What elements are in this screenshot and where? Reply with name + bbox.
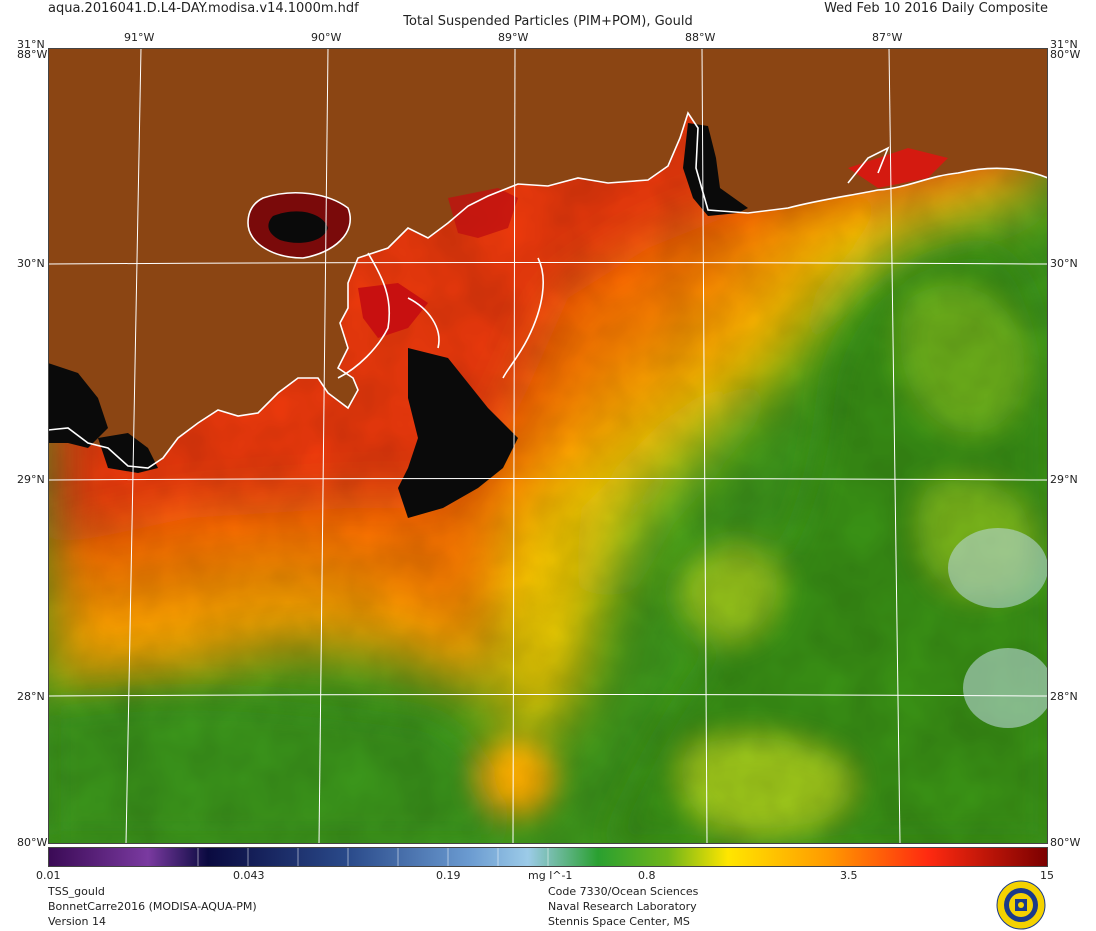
corner-lat-label: 31°N — [1050, 38, 1078, 51]
file-name: aqua.2016041.D.L4-DAY.modisa.v14.1000m.h… — [48, 1, 359, 16]
product-name: TSS_gould — [48, 885, 105, 898]
land — [48, 48, 1048, 468]
product-title: Total Suspended Particles (PIM+POM), Gou… — [403, 14, 693, 29]
version-label: Version 14 — [48, 915, 106, 928]
tss-map — [48, 48, 1048, 844]
graticule — [48, 48, 1048, 844]
colorbar-tick: 0.01 — [36, 869, 61, 882]
date-label: Wed Feb 10 2016 Daily Composite — [824, 1, 1048, 16]
lon-label: 88°W — [685, 31, 716, 44]
corner-lon-label: 80°W — [1050, 836, 1081, 849]
colorbar-tick: 15 — [1040, 869, 1054, 882]
lat-label: 28°N — [17, 690, 45, 703]
lon-label: 87°W — [872, 31, 903, 44]
colorbar-tick: 0.043 — [233, 869, 265, 882]
lat-label: 28°N — [1050, 690, 1078, 703]
lon-label: 91°W — [124, 31, 155, 44]
lat-label: 30°N — [17, 257, 45, 270]
colorbar-tick: 0.8 — [638, 869, 656, 882]
lon-label: 90°W — [311, 31, 342, 44]
footer-left: TSS_gould BonnetCarre2016 (MODISA-AQUA-P… — [48, 884, 257, 929]
lat-label: 29°N — [17, 473, 45, 486]
lat-label: 29°N — [1050, 473, 1078, 486]
org-location: Stennis Space Center, MS — [548, 915, 690, 928]
lat-label: 30°N — [1050, 257, 1078, 270]
colorbar-unit: mg l^-1 — [528, 869, 573, 882]
colorbar — [48, 847, 1048, 867]
corner-lon-label: 80°W — [1050, 48, 1081, 61]
saturated-pixels — [48, 123, 948, 518]
colorbar-tick: 3.5 — [840, 869, 858, 882]
corner-lon-label: 88°W — [17, 48, 48, 61]
dataset-name: BonnetCarre2016 (MODISA-AQUA-PM) — [48, 900, 257, 913]
map-frame — [48, 48, 1048, 844]
footer-right: Code 7330/Ocean Sciences Naval Research … — [548, 884, 698, 929]
org-code: Code 7330/Ocean Sciences — [548, 885, 699, 898]
lon-label: 89°W — [498, 31, 529, 44]
colorbar-tick: 0.19 — [436, 869, 461, 882]
corner-lat-label: 31°N — [17, 38, 45, 51]
org-name: Naval Research Laboratory — [548, 900, 697, 913]
corner-lon-label: 80°W — [17, 836, 48, 849]
cloud-pixels — [948, 528, 1048, 728]
nrl-seal-logo — [996, 880, 1046, 930]
coastline — [48, 111, 1048, 469]
